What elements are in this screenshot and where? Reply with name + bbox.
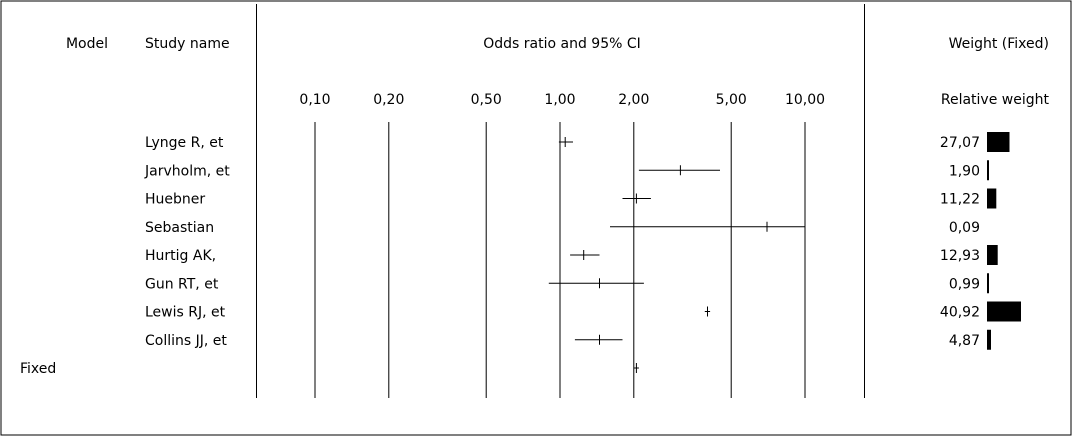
study-row: Jarvholm, et 1,90: [144, 160, 989, 181]
weight-value: 0,99: [949, 276, 980, 292]
weight-bar: [987, 301, 1021, 322]
weight-value: 12,93: [940, 248, 980, 264]
weight-value: 1,90: [949, 163, 980, 179]
weight-bar: [987, 132, 1010, 152]
study-row: Lewis RJ, et 40,92: [145, 301, 1021, 322]
study-name: Huebner: [145, 192, 205, 208]
study-name: Jarvholm, et: [144, 163, 230, 179]
weight-bar: [987, 329, 991, 350]
study-name-header: Study name: [145, 36, 230, 52]
study-name: Collins JJ, et: [145, 333, 227, 349]
study-row: Huebner 11,22: [145, 188, 997, 209]
weight-value: 0,09: [949, 220, 980, 236]
weight-header: Weight (Fixed): [949, 36, 1049, 52]
relative-weight-header: Relative weight: [941, 92, 1050, 108]
model-header: Model: [66, 36, 108, 52]
odds-ratio-header: Odds ratio and 95% CI: [483, 36, 641, 52]
study-name: Lynge R, et: [145, 135, 224, 151]
x-tick-label: 2,00: [618, 92, 649, 108]
x-tick-label: 5,00: [716, 92, 747, 108]
x-tick-label: 1,00: [544, 92, 575, 108]
x-tick-label: 10,00: [785, 92, 825, 108]
study-name: Hurtig AK,: [145, 248, 216, 264]
weight-bar: [987, 160, 989, 181]
study-row: Collins JJ, et 4,87: [145, 329, 991, 350]
study-row: Sebastian 0,09: [145, 220, 980, 236]
weight-value: 11,22: [940, 192, 980, 208]
study-name: Lewis RJ, et: [145, 305, 226, 321]
study-name: Gun RT, et: [145, 276, 219, 292]
x-tick-label: 0,10: [299, 92, 330, 108]
study-row: Lynge R, et 27,07: [145, 132, 1010, 152]
weight-bar: [987, 188, 997, 209]
weight-bar: [987, 245, 998, 265]
weight-value: 40,92: [940, 305, 980, 321]
weight-bar: [987, 273, 989, 294]
weight-value: 27,07: [940, 135, 980, 151]
weight-value: 4,87: [949, 333, 980, 349]
summary-label: Fixed: [20, 361, 56, 377]
summary-row: Fixed: [20, 361, 639, 377]
x-tick-label: 0,50: [471, 92, 502, 108]
study-row: Gun RT, et 0,99: [145, 273, 989, 294]
study-row: Hurtig AK, 12,93: [145, 245, 998, 265]
study-name: Sebastian: [145, 220, 214, 236]
x-tick-label: 0,20: [373, 92, 404, 108]
